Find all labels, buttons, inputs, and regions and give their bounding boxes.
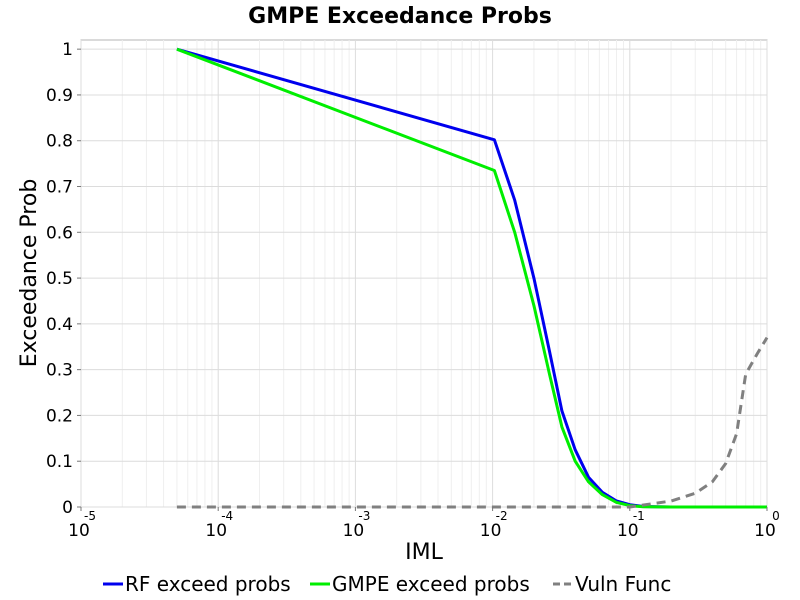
x-tick-exponent: 0 bbox=[772, 509, 780, 523]
y-tick-label: 0.2 bbox=[46, 406, 73, 426]
y-tick-label: 0.8 bbox=[46, 132, 73, 152]
y-tick-label: 1 bbox=[62, 40, 73, 60]
x-axis-label: IML bbox=[405, 540, 443, 565]
legend: RF exceed probs GMPE exceed probs Vuln Fun… bbox=[103, 572, 671, 596]
x-tick-label: 10 bbox=[205, 521, 227, 541]
y-tick-label: 0.1 bbox=[46, 452, 73, 472]
x-tick-exponent: -5 bbox=[84, 509, 96, 523]
series-line-vuln-func bbox=[176, 336, 769, 509]
x-tick-exponent: -1 bbox=[633, 509, 645, 523]
x-tick-label: 10 bbox=[68, 521, 90, 541]
x-tick-label: 10 bbox=[754, 521, 776, 541]
y-tick-label: 0.7 bbox=[46, 178, 73, 198]
x-tick-exponent: -4 bbox=[221, 509, 233, 523]
x-tick-exponent: -2 bbox=[496, 509, 508, 523]
y-tick-label: 0.4 bbox=[46, 315, 73, 335]
legend-label: RF exceed probs bbox=[125, 572, 291, 596]
y-tick-label: 0 bbox=[62, 498, 73, 518]
series-group bbox=[176, 47, 769, 509]
axes: 10-510-410-310-210-110000.10.20.30.40.50… bbox=[46, 40, 780, 541]
y-tick-label: 0.3 bbox=[46, 361, 73, 381]
x-tick-label: 10 bbox=[617, 521, 639, 541]
legend-label: Vuln Func bbox=[575, 572, 671, 596]
series-line-gmpe-exceed-probs bbox=[176, 47, 767, 509]
x-tick-label: 10 bbox=[480, 521, 502, 541]
chart-title: GMPE Exceedance Probs bbox=[248, 4, 552, 29]
y-tick-label: 0.6 bbox=[46, 223, 73, 243]
x-tick-exponent: -3 bbox=[358, 509, 370, 523]
plot-area bbox=[80, 39, 768, 508]
y-tick-label: 0.9 bbox=[46, 86, 73, 106]
legend-label: GMPE exceed probs bbox=[332, 572, 530, 596]
y-axis-label: Exceedance Prob bbox=[17, 179, 42, 368]
x-tick-label: 10 bbox=[343, 521, 365, 541]
y-tick-label: 0.5 bbox=[46, 269, 73, 289]
